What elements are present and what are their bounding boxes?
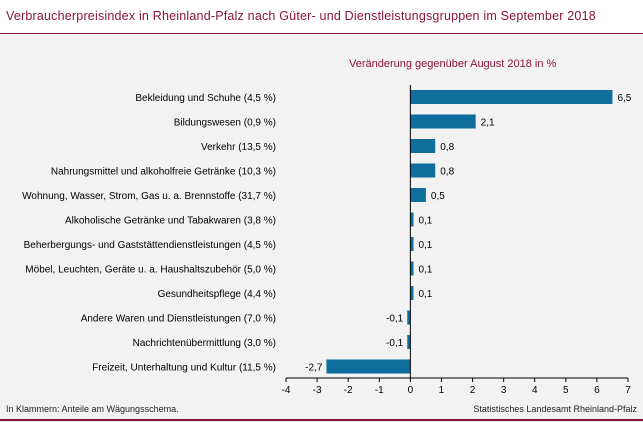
bottom-divider xyxy=(0,419,643,421)
chart-subtitle: Veränderung gegenüber August 2018 in % xyxy=(349,58,557,70)
value-label: 0,8 xyxy=(440,167,454,178)
value-label: 0,1 xyxy=(418,240,432,251)
category-labels-layer: Bekleidung und Schuhe (4,5 %) Bildungswes… xyxy=(22,93,276,374)
x-tick-label: 3 xyxy=(501,385,507,396)
category-label: Wohnung, Wasser, Strom, Gas u. a. Brenns… xyxy=(22,191,276,202)
bar xyxy=(410,237,414,251)
category-label: Möbel, Leuchten, Geräte u. a. Haushaltsz… xyxy=(25,265,276,276)
category-label: Freizeit, Unterhaltung und Kultur (11,5 … xyxy=(92,363,276,374)
value-label: 2,1 xyxy=(481,118,495,129)
category-label: Nachrichtenübermittlung (3,0 %) xyxy=(133,338,276,349)
value-label: -0,1 xyxy=(386,314,404,325)
chart-title: Verbraucherpreisindex in Rheinland-Pfalz… xyxy=(6,9,596,23)
x-tick-label: -3 xyxy=(313,385,322,396)
footnote-weights: In Klammern: Anteile am Wägungsschema. xyxy=(6,404,179,414)
bar xyxy=(326,359,411,374)
category-label: Bekleidung und Schuhe (4,5 %) xyxy=(135,93,276,104)
x-tick-label: -2 xyxy=(344,385,353,396)
category-label: Beherbergungs- und Gaststättendienstleis… xyxy=(24,240,276,251)
category-label: Verkehr (13,5 %) xyxy=(201,142,276,153)
x-tick-label: 0 xyxy=(408,385,414,396)
value-label: -2,7 xyxy=(305,363,323,374)
category-label: Gesundheitspflege (4,4 %) xyxy=(158,289,276,300)
category-label: Nahrungsmittel und alkoholfreie Getränke… xyxy=(51,167,276,178)
title-divider xyxy=(0,33,643,34)
x-tick-label: 5 xyxy=(563,385,569,396)
value-labels-layer: 6,5 2,1 0,8 0,8 0,5 0,1 0,1 0,1 0,1 -0,1 -0,1 -2,7 xyxy=(305,93,632,374)
bar xyxy=(407,335,411,349)
category-label: Alkoholische Getränke und Tabakwaren (3,… xyxy=(65,216,276,227)
bar xyxy=(410,286,414,300)
bar xyxy=(410,163,436,178)
category-label: Andere Waren und Dienstleistungen (7,0 %… xyxy=(81,314,276,325)
value-label: 0,5 xyxy=(431,191,445,202)
x-tick-label: 1 xyxy=(439,385,445,396)
x-tick-label: 4 xyxy=(532,385,538,396)
x-axis: -4 -3 -2 -1 0 1 2 3 4 5 6 7 xyxy=(282,85,631,396)
x-tick-label: 7 xyxy=(625,385,631,396)
bar xyxy=(410,114,476,129)
bar xyxy=(407,310,411,325)
value-label: 0,1 xyxy=(418,265,432,276)
x-tick-label: -4 xyxy=(282,385,291,396)
x-tick-label: 2 xyxy=(470,385,476,396)
category-label: Bildungswesen (0,9 %) xyxy=(174,118,276,129)
bar xyxy=(410,212,414,227)
source-note: Statistisches Landesamt Rheinland-Pfalz xyxy=(473,404,637,414)
value-label: -0,1 xyxy=(386,338,404,349)
value-label: 0,1 xyxy=(418,216,432,227)
x-tick-label: 6 xyxy=(594,385,600,396)
bar xyxy=(410,90,613,104)
value-label: 6,5 xyxy=(617,93,631,104)
bar xyxy=(410,261,414,276)
bar xyxy=(410,139,436,153)
bar xyxy=(410,188,426,202)
bars-layer xyxy=(326,90,613,374)
value-label: 0,1 xyxy=(418,289,432,300)
x-tick-label: -1 xyxy=(375,385,384,396)
value-label: 0,8 xyxy=(440,142,454,153)
